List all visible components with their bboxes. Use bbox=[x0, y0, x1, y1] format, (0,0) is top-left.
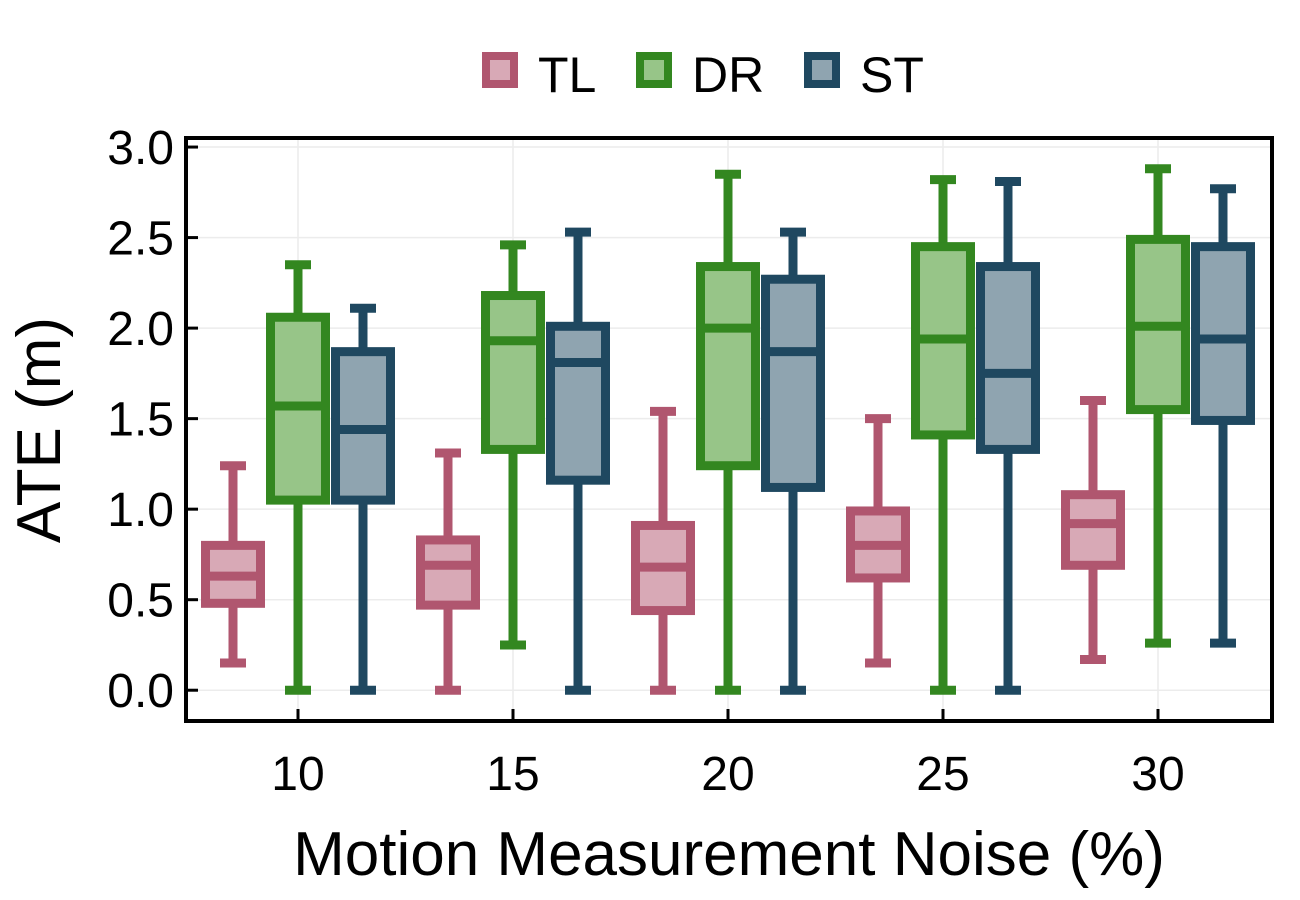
box-st-15 bbox=[546, 227, 610, 695]
x-axis-label: Motion Measurement Noise (%) bbox=[293, 820, 1165, 889]
y-tick-label: 2.5 bbox=[107, 213, 174, 266]
legend: TL DR ST bbox=[482, 47, 924, 103]
iqr-box bbox=[416, 535, 480, 610]
iqr-box bbox=[696, 262, 760, 471]
iqr-box bbox=[1191, 242, 1255, 425]
iqr-box bbox=[761, 274, 825, 492]
legend-swatch bbox=[482, 52, 518, 88]
y-tick-label: 1.5 bbox=[107, 394, 174, 447]
box-tl-25 bbox=[846, 414, 910, 668]
y-tick-label: 0.5 bbox=[107, 575, 174, 628]
legend-item-tl: TL bbox=[482, 47, 596, 103]
y-axis-ticks: 0.0 0.5 1.0 1.5 2.0 2.5 3.0 bbox=[107, 122, 198, 718]
x-tick-label: 15 bbox=[486, 748, 539, 801]
box-layer bbox=[201, 164, 1255, 695]
iqr-box bbox=[1061, 490, 1125, 570]
legend-item-st: ST bbox=[804, 47, 924, 103]
x-tick-label: 25 bbox=[916, 748, 969, 801]
box-st-10 bbox=[331, 303, 395, 695]
iqr-box bbox=[976, 262, 1040, 454]
box-st-30 bbox=[1191, 184, 1255, 648]
box-dr-25 bbox=[911, 175, 975, 695]
box-dr-30 bbox=[1126, 164, 1190, 648]
legend-swatch bbox=[804, 52, 840, 88]
box-tl-10 bbox=[201, 461, 265, 668]
legend-label: DR bbox=[692, 47, 764, 103]
box-tl-20 bbox=[631, 406, 695, 695]
legend-label: TL bbox=[538, 47, 596, 103]
y-tick-label: 3.0 bbox=[107, 122, 174, 175]
x-tick-label: 30 bbox=[1131, 748, 1184, 801]
box-tl-30 bbox=[1061, 396, 1125, 664]
iqr-box bbox=[546, 321, 610, 485]
box-st-25 bbox=[976, 176, 1040, 695]
x-tick-label: 20 bbox=[701, 748, 754, 801]
y-tick-label: 0.0 bbox=[107, 665, 174, 718]
legend-label: ST bbox=[860, 47, 924, 103]
box-dr-10 bbox=[266, 260, 330, 695]
legend-swatch bbox=[636, 52, 672, 88]
y-tick-label: 1.0 bbox=[107, 484, 174, 537]
y-tick-label: 2.0 bbox=[107, 303, 174, 356]
box-tl-15 bbox=[416, 448, 480, 695]
box-dr-20 bbox=[696, 169, 760, 695]
legend-item-dr: DR bbox=[636, 47, 764, 103]
iqr-box bbox=[481, 291, 545, 454]
x-axis-ticks: 10 15 20 25 30 bbox=[271, 709, 1185, 801]
box-dr-15 bbox=[481, 240, 545, 650]
box-st-20 bbox=[761, 227, 825, 695]
y-axis-label: ATE (m) bbox=[5, 317, 74, 543]
x-tick-label: 10 bbox=[271, 748, 324, 801]
